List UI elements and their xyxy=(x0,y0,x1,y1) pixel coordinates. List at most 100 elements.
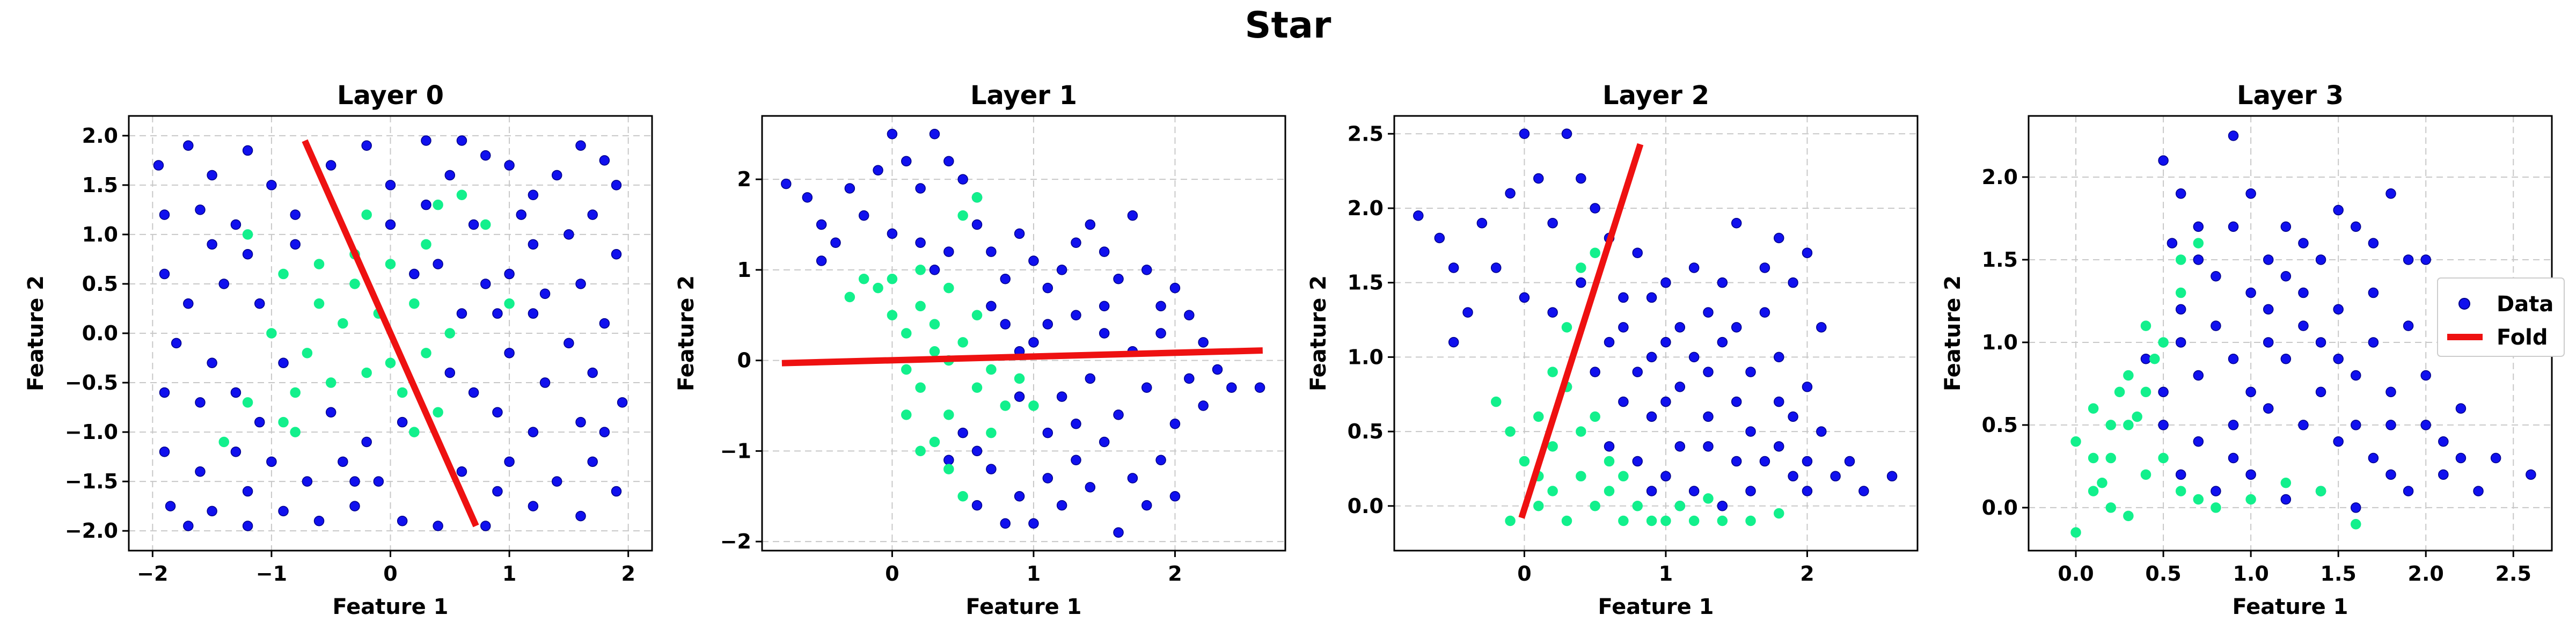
data-point xyxy=(528,189,539,201)
data-point xyxy=(2298,420,2309,430)
data-point xyxy=(409,268,420,280)
data-point xyxy=(349,501,360,511)
data-point xyxy=(611,486,622,497)
highlight-point xyxy=(421,348,431,358)
data-point xyxy=(444,170,456,181)
data-point xyxy=(1113,409,1124,420)
highlight-point xyxy=(943,282,954,294)
data-point xyxy=(2245,188,2256,199)
highlight-point xyxy=(971,192,983,203)
y-tick-label: 1.0 xyxy=(1982,331,2018,354)
highlight-point xyxy=(278,268,289,280)
data-point xyxy=(1519,128,1530,140)
data-point xyxy=(1071,237,1081,248)
data-point xyxy=(1717,501,1728,511)
highlight-point xyxy=(397,387,408,398)
data-point xyxy=(816,219,827,230)
data-point xyxy=(2298,238,2309,248)
highlight-point xyxy=(409,298,420,309)
highlight-point xyxy=(266,328,277,339)
data-point xyxy=(2333,304,2344,315)
x-tick-label: −1 xyxy=(256,562,287,586)
highlight-point xyxy=(2140,320,2151,331)
y-tick-label: 0.0 xyxy=(1348,494,1384,518)
data-point xyxy=(2228,353,2239,364)
highlight-point xyxy=(1519,456,1530,467)
data-point xyxy=(528,427,539,437)
highlight-point xyxy=(1028,400,1039,411)
data-point xyxy=(1113,274,1124,284)
highlight-point xyxy=(1618,471,1629,482)
data-point xyxy=(781,178,792,189)
highlight-point xyxy=(1688,515,1700,526)
legend-fold-label: Fold xyxy=(2497,325,2548,350)
data-point xyxy=(1703,367,1714,377)
data-point xyxy=(1448,336,1459,348)
data-point xyxy=(575,279,586,289)
data-point xyxy=(2245,469,2256,480)
data-point xyxy=(1547,217,1558,229)
highlight-point xyxy=(2123,510,2134,522)
data-point xyxy=(266,456,277,467)
highlight-point xyxy=(361,367,372,378)
panel-title: Layer 2 xyxy=(1602,80,1709,111)
data-point xyxy=(1519,292,1530,303)
data-point xyxy=(2368,287,2379,298)
panel-title: Layer 0 xyxy=(337,80,444,111)
highlight-point xyxy=(361,209,372,220)
panel-layer-1: 0 1 2 −2 −1 0 1 2 Layer 1 Feature 1 Feature 2 xyxy=(674,80,1286,619)
panel-layer-0: −2 −1 0 1 2 −2.0 −1.5 −1.0 −0.5 0.0 0.5 1.0 1.5 2.0 La… xyxy=(24,80,653,619)
data-point xyxy=(195,204,206,215)
highlight-point xyxy=(1561,515,1572,526)
data-point xyxy=(492,486,503,497)
highlight-point xyxy=(2193,494,2204,505)
data-point xyxy=(2228,221,2239,232)
data-point xyxy=(504,268,515,280)
data-point xyxy=(1547,307,1558,318)
data-point xyxy=(915,237,926,248)
highlight-point xyxy=(2088,452,2099,464)
data-point xyxy=(858,210,869,221)
highlight-point xyxy=(1604,456,1615,467)
highlight-point xyxy=(1774,508,1784,519)
axes-frame xyxy=(1393,115,1919,552)
data-point xyxy=(2211,320,2221,331)
data-point xyxy=(1042,427,1053,438)
data-point xyxy=(1071,310,1081,320)
data-point xyxy=(1042,319,1053,330)
data-point xyxy=(1731,322,1742,333)
highlight-point xyxy=(1604,486,1615,496)
highlight-point xyxy=(385,357,396,368)
data-point xyxy=(159,209,170,220)
data-point xyxy=(2167,238,2178,248)
data-point xyxy=(1688,262,1700,273)
x-axis-label: Feature 1 xyxy=(1598,595,1714,619)
data-point xyxy=(159,268,170,280)
data-point xyxy=(480,279,491,289)
data-point xyxy=(242,521,253,531)
data-point xyxy=(2280,353,2292,364)
data-point xyxy=(2263,254,2274,265)
data-point xyxy=(943,246,954,257)
highlight-point xyxy=(385,259,396,269)
highlight-point xyxy=(844,291,855,303)
highlight-point xyxy=(2158,337,2169,348)
data-point xyxy=(159,387,170,398)
data-point xyxy=(2403,320,2414,331)
highlight-point xyxy=(1590,411,1600,422)
data-point xyxy=(504,456,515,467)
data-point xyxy=(421,199,431,210)
data-point xyxy=(2280,270,2292,282)
highlight-point xyxy=(2175,254,2186,265)
highlight-point xyxy=(2088,403,2099,414)
data-point xyxy=(901,156,912,167)
fold-line xyxy=(1518,143,1644,519)
highlight-point xyxy=(1533,411,1544,422)
highlight-point xyxy=(971,310,983,320)
x-axis-label: Feature 1 xyxy=(332,595,448,619)
highlight-point xyxy=(929,436,940,448)
axes-frame xyxy=(761,115,1286,552)
data-point xyxy=(587,367,598,378)
data-point xyxy=(2333,436,2344,447)
highlight-point xyxy=(2070,527,2081,538)
